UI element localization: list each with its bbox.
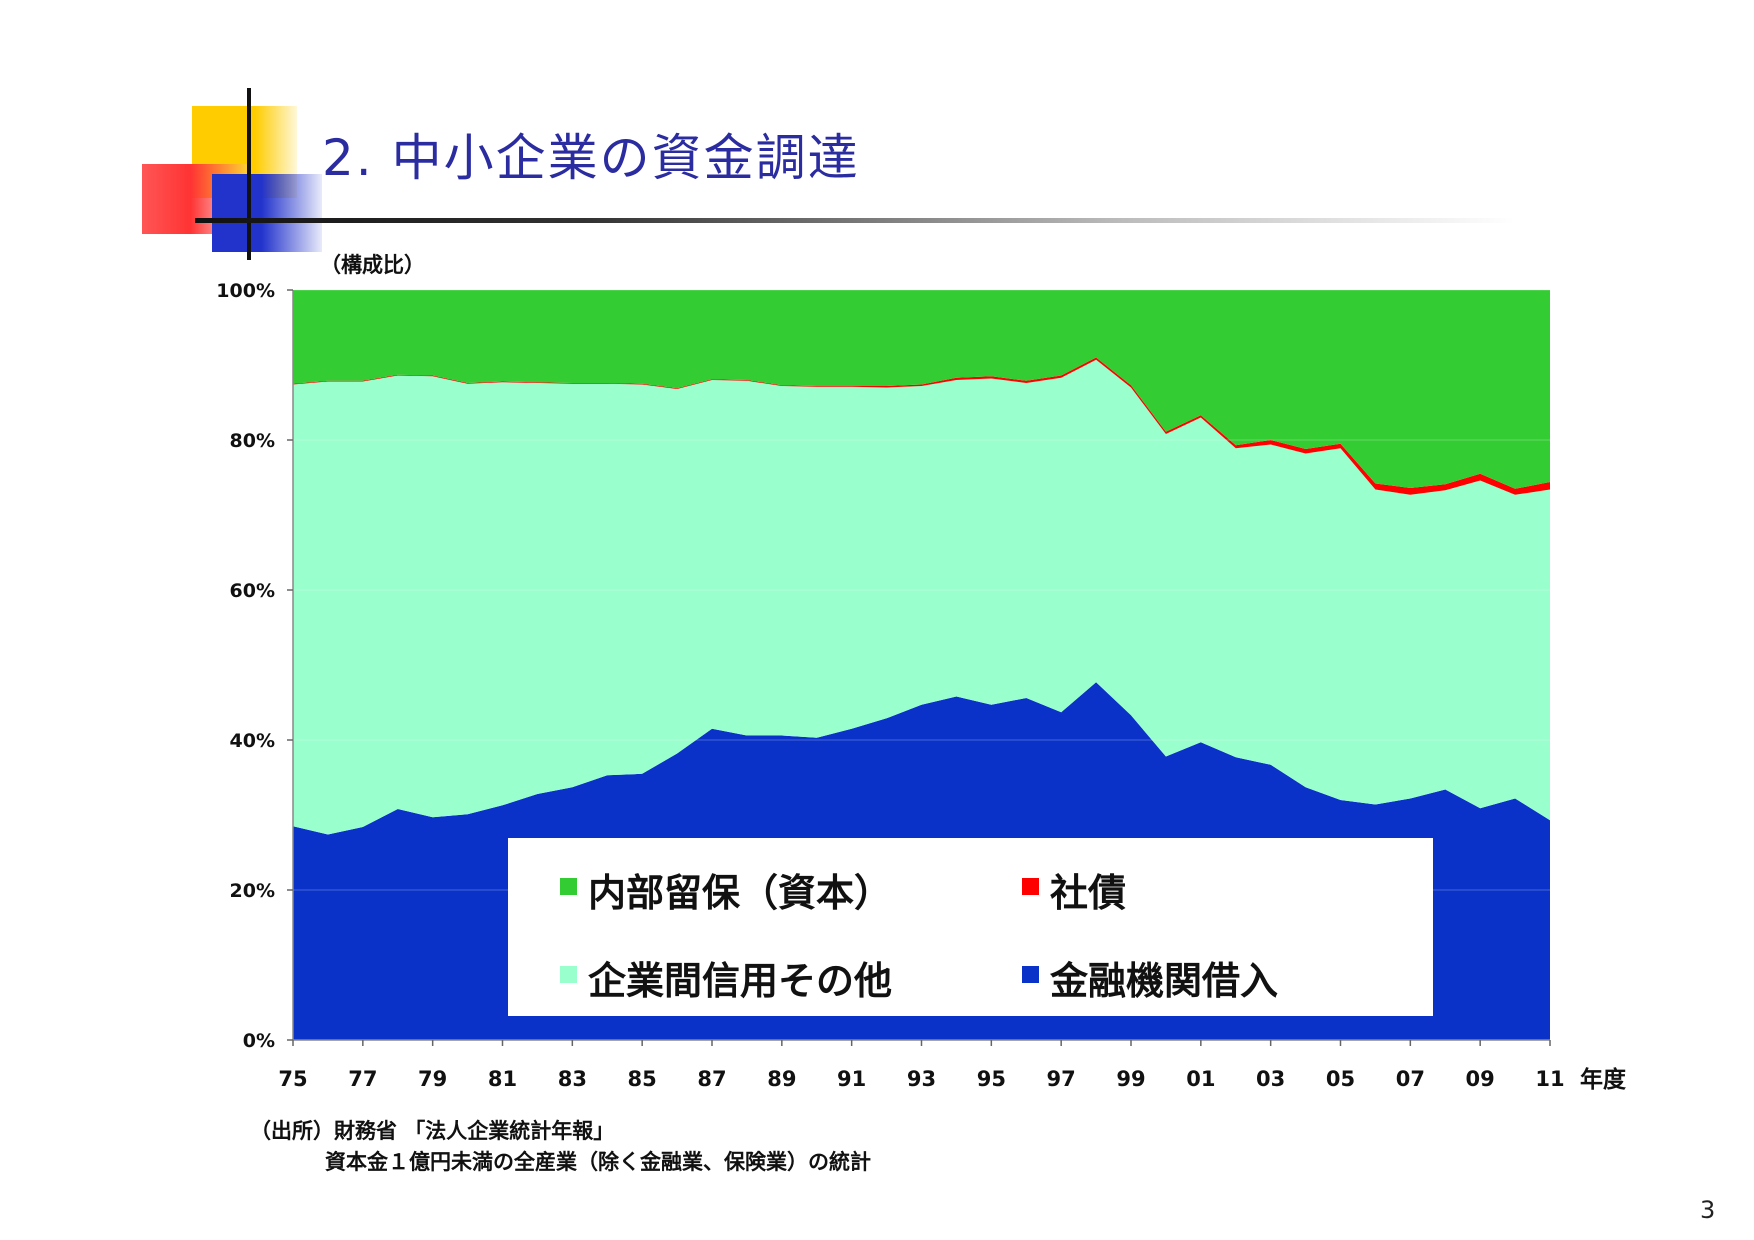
- y-tick-label: 60%: [230, 580, 275, 602]
- x-tick-label: 91: [837, 1067, 866, 1091]
- y-tick-label: 100%: [216, 280, 275, 302]
- x-tick-label: 79: [418, 1067, 447, 1091]
- x-tick-label: 75: [278, 1067, 307, 1091]
- y-tick-label: 40%: [230, 730, 275, 752]
- x-tick-label: 99: [1116, 1067, 1145, 1091]
- deco-vertical-line: [247, 88, 251, 260]
- source-note: （出所）財務省 「法人企業統計年報」: [250, 1119, 615, 1143]
- legend-label: 社債: [1050, 871, 1126, 915]
- x-tick-labels: 75 77 79 81 83 85 87 89 91 93 95 97 99 01 03 05 07 09 11: [278, 1040, 1565, 1091]
- page-title: 2. 中小企業の資金調達: [322, 129, 860, 187]
- x-tick-label: 09: [1466, 1067, 1495, 1091]
- x-tick-label: 81: [488, 1067, 517, 1091]
- legend-swatch: [1022, 966, 1039, 983]
- legend-swatch: [560, 966, 577, 983]
- x-tick-label: 83: [558, 1067, 587, 1091]
- x-tick-label: 07: [1396, 1067, 1425, 1091]
- x-tick-label: 93: [907, 1067, 936, 1091]
- series-area-1: [293, 359, 1550, 835]
- x-axis-label: 年度: [1580, 1066, 1627, 1093]
- x-tick-label: 89: [767, 1067, 796, 1091]
- y-tick-label: 80%: [230, 430, 275, 452]
- y-tick-label: 0%: [243, 1030, 275, 1052]
- title-underline: [195, 218, 1515, 223]
- legend-label: 内部留保（資本）: [588, 871, 892, 915]
- y-axis-label: （構成比）: [320, 253, 425, 277]
- deco-blue-square: [212, 174, 322, 252]
- series-area-3: [293, 290, 1550, 489]
- source-note-detail: 資本金１億円未満の全産業（除く金融業、保険業）の統計: [325, 1150, 871, 1174]
- x-tick-label: 77: [348, 1067, 377, 1091]
- x-tick-label: 05: [1326, 1067, 1355, 1091]
- legend-label: 企業間信用その他: [588, 959, 892, 1003]
- legend-label: 金融機関借入: [1049, 959, 1278, 1003]
- y-tick-label: 20%: [230, 880, 275, 902]
- page-number: 3: [1700, 1196, 1716, 1224]
- legend-swatch: [1022, 878, 1039, 895]
- legend-box: [508, 838, 1433, 1016]
- x-tick-label: 95: [977, 1067, 1006, 1091]
- y-tick-labels: 0% 20% 40% 60% 80% 100%: [216, 280, 293, 1052]
- x-tick-label: 85: [628, 1067, 657, 1091]
- series-area-2: [293, 357, 1550, 495]
- x-tick-label: 03: [1256, 1067, 1285, 1091]
- legend-swatch: [560, 878, 577, 895]
- x-tick-label: 97: [1047, 1067, 1076, 1091]
- x-tick-label: 01: [1186, 1067, 1215, 1091]
- x-tick-label: 87: [697, 1067, 726, 1091]
- x-tick-label: 11: [1535, 1067, 1564, 1091]
